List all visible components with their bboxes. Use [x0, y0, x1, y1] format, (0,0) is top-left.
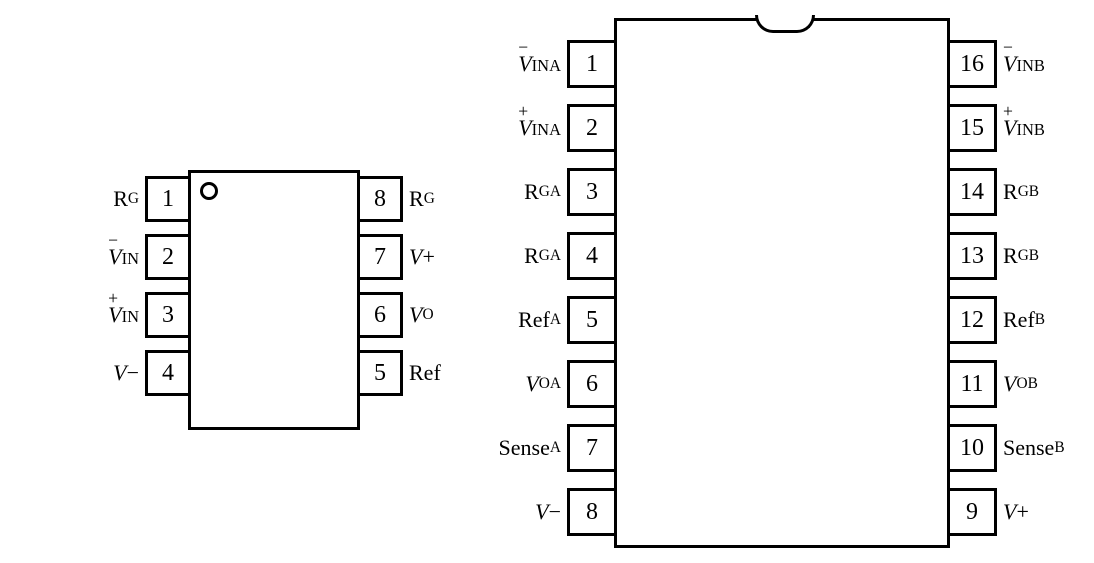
chip16-pin-11: 11: [947, 360, 997, 408]
chip16-pin-2: 2: [567, 104, 617, 152]
chip16-body: [614, 18, 950, 548]
chip16-notch: [755, 15, 815, 33]
chip8-pin-3-label: +VIN: [49, 292, 139, 338]
chip16-pin-8-label: V−: [451, 488, 561, 536]
chip8-pin-1-label: RG: [49, 176, 139, 222]
chip8-pin1-dot: [200, 182, 218, 200]
chip16-pin-2-label: +VINA: [451, 104, 561, 152]
chip16-pin-4-label: RGA: [451, 232, 561, 280]
chip16-pin-5: 5: [567, 296, 617, 344]
chip16-pin-16: 16: [947, 40, 997, 88]
chip8-pin-3: 3: [145, 292, 191, 338]
chip16-pin-12-label: RefB: [1003, 296, 1094, 344]
chip16-pin-15-label: +VINB: [1003, 104, 1094, 152]
chip16-pin-13-label: RGB: [1003, 232, 1094, 280]
chip16-pin-9: 9: [947, 488, 997, 536]
chip16-pin-14-label: RGB: [1003, 168, 1094, 216]
chip16-pin-14: 14: [947, 168, 997, 216]
chip16-pin-16-label: −VINB: [1003, 40, 1094, 88]
chip16-pin-12: 12: [947, 296, 997, 344]
chip16-pin-15: 15: [947, 104, 997, 152]
chip16-pin-10: 10: [947, 424, 997, 472]
chip8-pin-8: 8: [357, 176, 403, 222]
chip16-pin-6-label: VOA: [451, 360, 561, 408]
chip16-pin-8: 8: [567, 488, 617, 536]
chip8-pin-7: 7: [357, 234, 403, 280]
chip8-pin-5: 5: [357, 350, 403, 396]
chip16-pin-3-label: RGA: [451, 168, 561, 216]
chip8-pin-2: 2: [145, 234, 191, 280]
chip8-body: [188, 170, 360, 430]
chip16-pin-5-label: RefA: [451, 296, 561, 344]
chip16-pin-11-label: VOB: [1003, 360, 1094, 408]
chip16-pin-3: 3: [567, 168, 617, 216]
chip16-pin-1: 1: [567, 40, 617, 88]
chip16-pin-6: 6: [567, 360, 617, 408]
chip16-pin-9-label: V+: [1003, 488, 1094, 536]
chip16-pin-7: 7: [567, 424, 617, 472]
chip16-pin-7-label: SenseA: [451, 424, 561, 472]
chip16-pin-4: 4: [567, 232, 617, 280]
chip8-pin-1: 1: [145, 176, 191, 222]
chip16-pin-1-label: −VINA: [451, 40, 561, 88]
chip16-pin-10-label: SenseB: [1003, 424, 1094, 472]
chip8-pin-4-label: V−: [49, 350, 139, 396]
chip8-pin-4: 4: [145, 350, 191, 396]
chip16-pin-13: 13: [947, 232, 997, 280]
chip8-pin-2-label: −VIN: [49, 234, 139, 280]
chip8-pin-6: 6: [357, 292, 403, 338]
